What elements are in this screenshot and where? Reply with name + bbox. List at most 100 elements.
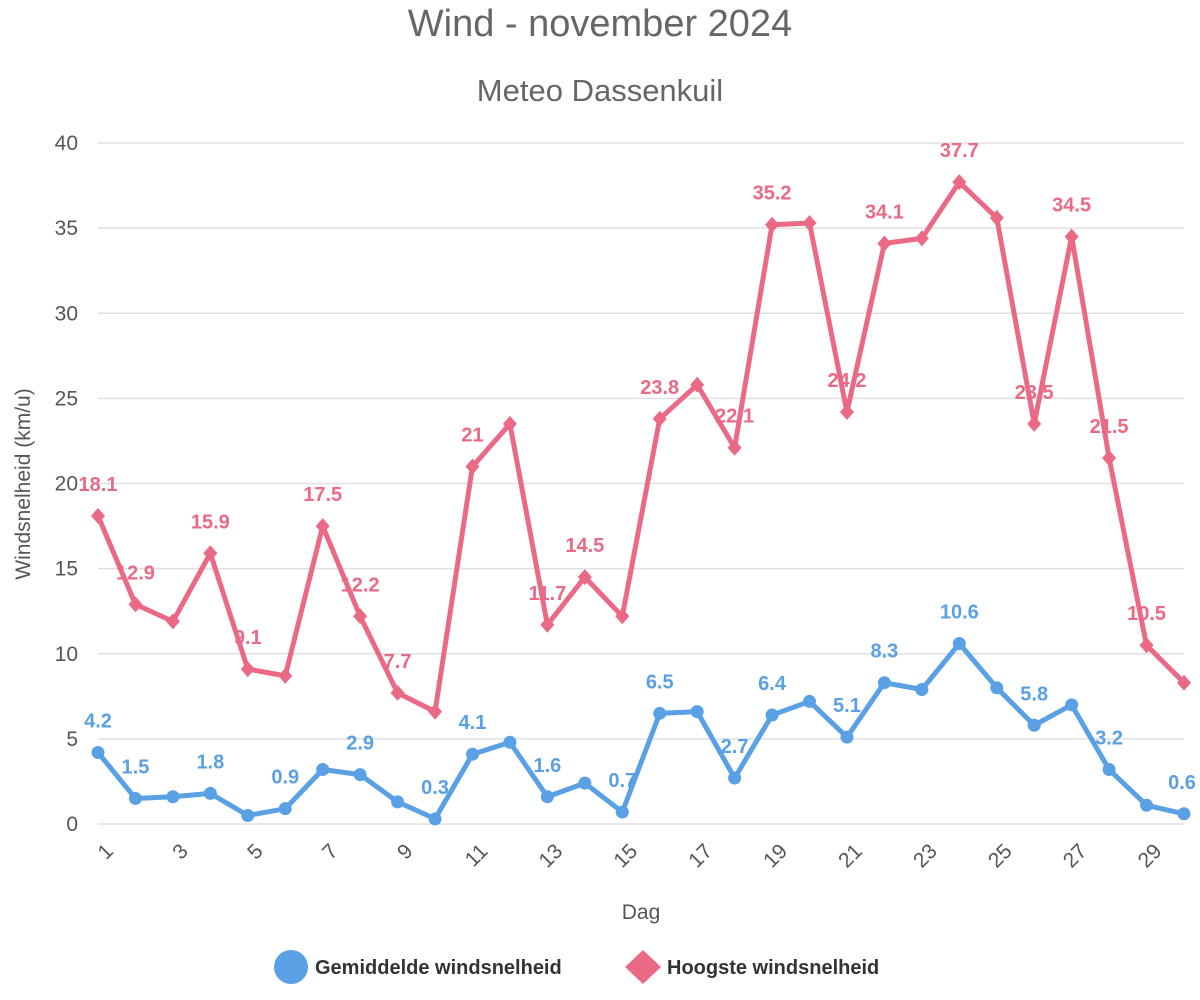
data-label: 17.5: [303, 484, 342, 506]
data-label: 6.4: [758, 673, 787, 695]
legend: Gemiddelde windsnelheid Hoogste windsnel…: [274, 950, 879, 984]
data-point: [765, 216, 780, 233]
legend-item-avg[interactable]: Gemiddelde windsnelheid: [274, 950, 562, 984]
y-tick-label: 25: [55, 387, 78, 410]
data-point: [502, 415, 517, 432]
series-layer: [91, 174, 1191, 826]
data-label: 24.2: [827, 370, 866, 392]
data-point: [1102, 763, 1116, 777]
data-label: 10.6: [940, 602, 979, 624]
legend-item-max[interactable]: Hoogste windsnelheid: [625, 950, 879, 984]
data-point: [128, 596, 143, 613]
data-label: 4.1: [459, 712, 487, 734]
data-label: 5.1: [833, 695, 861, 717]
data-point: [390, 684, 405, 701]
series-line: [95, 179, 1187, 715]
data-label: 2.9: [346, 733, 374, 755]
data-point: [278, 802, 292, 816]
data-label: 14.5: [565, 535, 604, 557]
data-point: [615, 805, 629, 819]
data-label: 0.9: [271, 767, 299, 789]
y-tick-label: 35: [55, 217, 78, 240]
chart-subtitle: Meteo Dassenkuil: [477, 73, 723, 108]
data-point: [952, 174, 967, 191]
data-point: [1140, 798, 1154, 812]
x-tick-label: 21: [834, 840, 867, 873]
x-tick-label: 1: [93, 840, 118, 865]
data-label: 9.1: [234, 627, 262, 649]
data-label: 22.1: [715, 406, 754, 428]
data-point: [877, 235, 892, 252]
data-point: [577, 569, 592, 586]
y-tick-label: 0: [66, 813, 78, 836]
y-axis-title: Windsnelheid (km/u): [12, 388, 35, 579]
data-point: [1139, 637, 1154, 654]
x-tick-label: 29: [1134, 840, 1167, 873]
data-point: [203, 786, 217, 800]
data-point: [465, 458, 480, 475]
data-point: [203, 545, 218, 562]
data-labels: 4.2 1.5 1.8 0.9 2.9 0.3 4.1 1.6 0.7 6.5 2.7 6.4 5.1 8…: [79, 140, 1196, 799]
data-point: [540, 616, 555, 633]
data-label: 21: [461, 424, 483, 446]
data-label: 18.1: [79, 474, 118, 496]
x-axis-title: Dag: [622, 901, 661, 924]
y-tick-label: 10: [55, 643, 78, 666]
data-point: [503, 735, 517, 749]
data-point: [240, 661, 255, 678]
data-point: [989, 209, 1004, 226]
data-point: [840, 730, 854, 744]
data-label: 34.5: [1052, 195, 1091, 217]
legend-label-avg: Gemiddelde windsnelheid: [315, 957, 562, 979]
data-point: [915, 683, 929, 697]
data-point: [315, 518, 330, 535]
data-label: 15.9: [191, 511, 230, 533]
x-tick-label: 13: [535, 840, 568, 873]
data-point: [1177, 807, 1191, 821]
data-point: [690, 376, 705, 393]
data-point: [1027, 415, 1042, 432]
data-point: [765, 708, 779, 722]
data-point: [465, 747, 479, 761]
x-tick-label: 15: [609, 840, 642, 873]
data-point: [802, 215, 817, 232]
data-point: [1102, 449, 1117, 466]
data-label: 1.8: [196, 751, 224, 773]
x-tick-label: 3: [168, 840, 193, 865]
data-label: 34.1: [865, 201, 904, 223]
data-label: 6.5: [646, 671, 674, 693]
data-label: 8.3: [871, 641, 899, 663]
data-point: [690, 705, 704, 719]
data-label: 3.2: [1095, 728, 1123, 750]
data-point: [391, 795, 405, 809]
data-label: 1.6: [533, 755, 561, 777]
data-label: 37.7: [940, 140, 979, 162]
y-tick-label: 15: [55, 558, 78, 581]
y-tick-label: 20: [55, 473, 78, 496]
data-label: 35.2: [753, 183, 792, 205]
legend-diamond-marker: [625, 950, 661, 984]
x-tick-label: 9: [393, 840, 418, 865]
data-label: 0.7: [608, 770, 636, 792]
data-point: [241, 808, 255, 822]
data-point: [428, 812, 442, 826]
data-point: [1027, 718, 1041, 732]
y-axis-ticks: 0 5 10 15 20 25 30 35 40: [55, 132, 78, 836]
chart-title: Wind - november 2024: [408, 3, 792, 45]
grid: [98, 142, 1184, 825]
data-label: 4.2: [84, 710, 112, 732]
data-point: [839, 403, 854, 420]
x-axis-ticks: 1 3 5 7 9 11 13 15 17 19 21 23 25 27 29: [93, 840, 1166, 873]
data-point: [165, 613, 180, 630]
y-tick-label: 5: [66, 728, 78, 751]
data-label: 0.3: [421, 777, 449, 799]
data-label: 5.8: [1020, 683, 1048, 705]
data-point: [877, 676, 891, 690]
data-label: 11.7: [528, 583, 566, 605]
data-label: 23.8: [640, 377, 679, 399]
x-tick-label: 11: [461, 840, 493, 872]
data-point: [1177, 674, 1191, 691]
data-point: [540, 790, 554, 804]
x-tick-label: 17: [684, 840, 717, 873]
